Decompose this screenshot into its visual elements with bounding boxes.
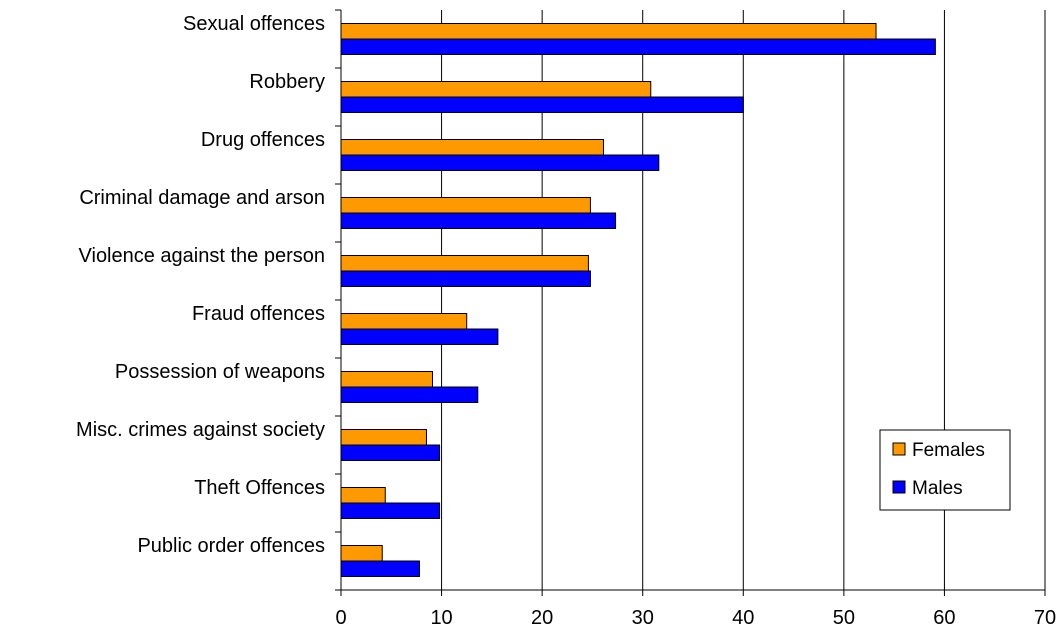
x-tick-label-20: 20: [531, 607, 553, 629]
category-label-8: Theft Offences: [194, 477, 325, 499]
bar-males-1: [340, 96, 744, 113]
category-label-9: Public order offences: [137, 535, 325, 557]
bar-females-0: [340, 23, 877, 40]
bar-females-9: [340, 545, 383, 562]
x-tick-label-10: 10: [430, 607, 452, 629]
bar-males-4: [340, 270, 591, 287]
x-tick-label-30: 30: [632, 607, 654, 629]
x-tick-label-40: 40: [732, 607, 754, 629]
category-label-5: Fraud offences: [192, 303, 325, 325]
x-tick-labels: 0 10 20 30 40 50 60 70: [335, 607, 1056, 629]
bar-females-3: [340, 197, 591, 214]
x-tick-label-0: 0: [335, 607, 346, 629]
bar-females-6: [340, 371, 434, 388]
bar-females-4: [340, 255, 589, 272]
bar-males-9: [340, 560, 420, 577]
category-label-7: Misc. crimes against society: [76, 419, 325, 441]
x-tick-label-60: 60: [933, 607, 955, 629]
bars: [340, 23, 936, 577]
bar-males-3: [340, 212, 617, 229]
bar-males-6: [340, 386, 479, 403]
legend-label-males: Males: [912, 478, 963, 499]
bar-males-0: [340, 38, 936, 55]
bar-males-5: [340, 328, 499, 345]
bar-females-2: [340, 139, 604, 156]
x-tick-label-70: 70: [1034, 607, 1056, 629]
bar-females-8: [340, 487, 386, 504]
category-label-4: Violence against the person: [79, 245, 325, 267]
category-label-1: Robbery: [249, 71, 325, 93]
category-label-6: Possession of weapons: [115, 361, 325, 383]
category-label-2: Drug offences: [201, 129, 325, 151]
bar-females-7: [340, 429, 427, 446]
bar-females-1: [340, 81, 652, 98]
x-tick-label-50: 50: [833, 607, 855, 629]
category-label-3: Criminal damage and arson: [79, 187, 325, 209]
legend: Females Males: [879, 429, 1011, 511]
category-label-0: Sexual offences: [183, 13, 325, 35]
legend-swatch-females: [892, 442, 906, 456]
bar-males-2: [340, 154, 660, 171]
bar-males-7: [340, 444, 441, 461]
bar-females-5: [340, 313, 468, 330]
axes: [335, 9, 1046, 596]
legend-swatch-males: [892, 480, 906, 494]
category-labels: Sexual offences Robbery Drug offences Crimi…: [76, 13, 325, 557]
bar-males-8: [340, 502, 441, 519]
legend-label-females: Females: [912, 440, 985, 461]
